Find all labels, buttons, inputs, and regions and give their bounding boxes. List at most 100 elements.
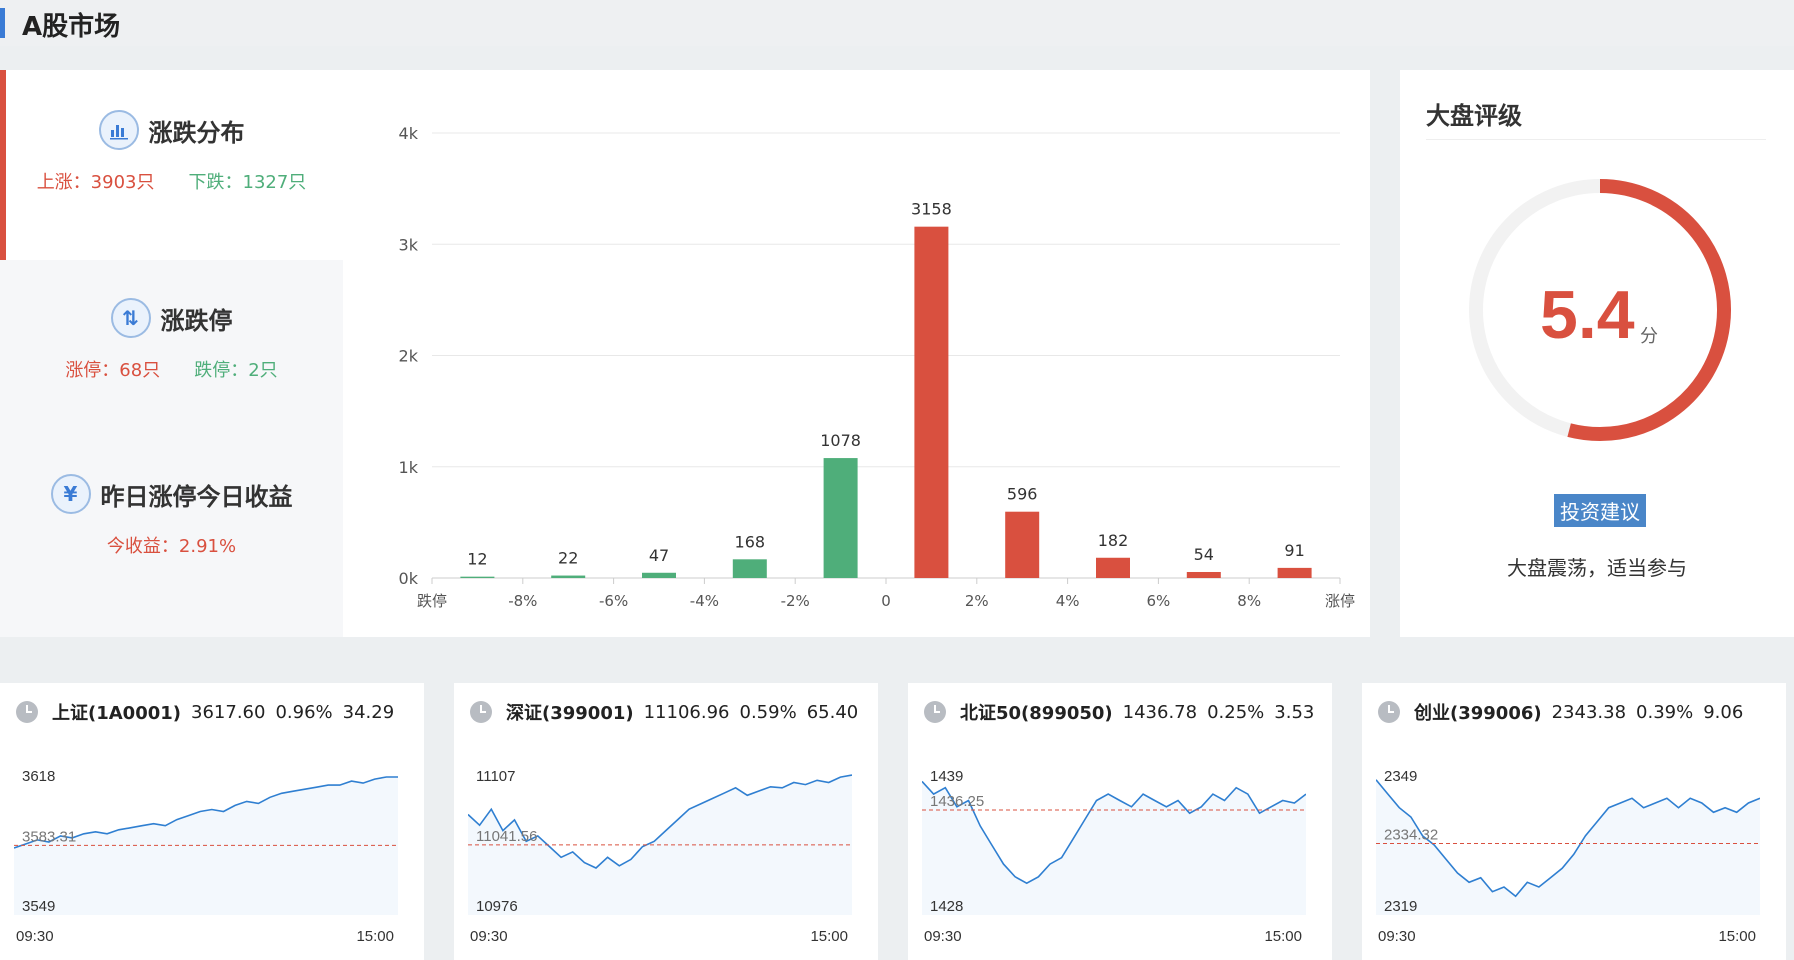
- time-end-label: 15:00: [1264, 928, 1302, 945]
- bar-chart-icon: [98, 110, 139, 150]
- x-tick-label: 0: [881, 592, 891, 610]
- distribution-bar-chart: 0k 1k 2k 3k 4k 跌停 -8% -6% -4% -2% 0 2% 4% 6% 8% 涨停 12 22 4…: [399, 124, 1355, 610]
- index-line-chart: 2349 2334.32 2319 09:30 15:00: [1376, 768, 1760, 945]
- time-end-label: 15:00: [1718, 928, 1756, 945]
- bar-value-label: 596: [1007, 485, 1038, 504]
- y-tick-label: 0k: [399, 569, 419, 588]
- distribution-title: 涨跌分布: [148, 118, 245, 147]
- index-line-chart: 1439 1436.25 1428 09:30 15:00: [922, 768, 1306, 945]
- price-line: [1376, 779, 1760, 898]
- index-card[interactable]: 上证(1A0001) 3617.60 0.96% 34.29 3618 3583.31 35…: [0, 683, 424, 960]
- bar-value-label: 22: [558, 549, 578, 568]
- page-title: A股市场: [22, 12, 121, 42]
- clock-icon: [1378, 701, 1400, 723]
- divider: [1426, 139, 1766, 140]
- y-tick-label: 2k: [399, 347, 419, 366]
- advice-badge[interactable]: 投资建议: [1554, 494, 1646, 527]
- stat-tab-distribution[interactable]: 涨跌分布 上涨：3903只 下跌：1327只: [0, 70, 343, 260]
- bar[interactable]: [642, 572, 676, 578]
- index-price: 3617.60: [191, 701, 266, 723]
- clock-icon: [16, 701, 38, 723]
- bar[interactable]: [914, 226, 949, 579]
- bar[interactable]: [1005, 511, 1040, 578]
- bar[interactable]: [551, 575, 586, 578]
- bar-value-label: 182: [1098, 531, 1129, 550]
- bar[interactable]: [1186, 571, 1221, 578]
- base-label: 1436.25: [930, 793, 984, 810]
- down-count: 下跌：1327只: [188, 172, 307, 193]
- stats-column: 涨跌分布 上涨：3903只 下跌：1327只 ⇅ 涨跌停 涨停：68只 跌停：2…: [0, 70, 343, 637]
- bar-value-label: 47: [649, 546, 669, 565]
- rating-score: 5.4: [1540, 277, 1635, 353]
- y-max-label: 2349: [1384, 768, 1417, 785]
- index-change: 3.53: [1274, 701, 1315, 723]
- bar-value-label: 3158: [911, 200, 952, 219]
- index-change: 34.29: [342, 701, 395, 723]
- y-min-label: 2319: [1384, 898, 1417, 915]
- area-fill: [1376, 779, 1760, 915]
- time-start-label: 09:30: [16, 928, 54, 945]
- active-tab-indicator: [0, 70, 6, 260]
- x-tick-label: -4%: [690, 592, 719, 610]
- rating-title: 大盘评级: [1426, 102, 1522, 130]
- x-tick-label: -8%: [508, 592, 537, 610]
- bar[interactable]: [732, 559, 767, 578]
- index-price: 1436.78: [1122, 701, 1198, 723]
- stat-tab-group: ⇅ 涨跌停 涨停：68只 跌停：2只 ¥ 昨日涨停今日收益 今收益：2.91%: [0, 260, 343, 637]
- price-line: [922, 780, 1306, 885]
- index-change: 65.40: [806, 701, 859, 723]
- x-tick-label: -2%: [781, 592, 810, 610]
- market-overview-panel: 涨跌分布 上涨：3903只 下跌：1327只 ⇅ 涨跌停 涨停：68只 跌停：2…: [0, 70, 1370, 637]
- up-down-arrows-icon: ⇅: [110, 298, 151, 338]
- yesterday-title: 昨日涨停今日收益: [100, 482, 293, 511]
- up-count: 上涨：3903只: [36, 172, 155, 193]
- bar-value-label: 1078: [820, 431, 861, 450]
- area-fill: [14, 777, 398, 915]
- index-name: 深证(399001): [506, 703, 634, 724]
- index-card[interactable]: 深证(399001) 11106.96 0.59% 65.40 11107 11041.5…: [454, 683, 878, 960]
- gauge-progress: [1567, 179, 1731, 441]
- advice-text: 大盘震荡，适当参与: [1507, 556, 1687, 580]
- rating-gauge: [1469, 179, 1731, 441]
- index-pct: 0.96%: [275, 701, 333, 723]
- base-label: 2334.32: [1384, 827, 1438, 844]
- index-card[interactable]: 北证50(899050) 1436.78 0.25% 3.53 1439 1436.25 1…: [908, 683, 1332, 960]
- price-line: [14, 776, 398, 849]
- index-name: 上证(1A0001): [52, 703, 182, 724]
- index-line-chart: 11107 11041.56 10976 09:30 15:00: [468, 768, 852, 945]
- bar[interactable]: [1096, 557, 1130, 578]
- time-start-label: 09:30: [470, 928, 508, 945]
- area-fill: [922, 781, 1306, 915]
- index-pct: 0.39%: [1636, 701, 1694, 723]
- rating-unit: 分: [1640, 326, 1658, 347]
- base-label: 3583.31: [22, 828, 76, 845]
- y-max-label: 1439: [930, 768, 963, 785]
- x-tick-label: 涨停: [1325, 592, 1355, 610]
- limits-title: 涨跌停: [160, 306, 233, 335]
- bar[interactable]: [823, 458, 858, 578]
- index-price: 2343.38: [1551, 701, 1627, 723]
- x-tick-label: -6%: [599, 592, 628, 610]
- stat-tab-limits[interactable]: ⇅ 涨跌停 涨停：68只 跌停：2只: [0, 260, 343, 430]
- x-tick-label: 2%: [965, 592, 989, 610]
- bar-value-label: 12: [467, 550, 487, 569]
- index-card[interactable]: 创业(399006) 2343.38 0.39% 9.06 2349 2334.32 231…: [1362, 683, 1786, 960]
- base-label: 11041.56: [476, 828, 537, 845]
- y-max-label: 11107: [476, 768, 516, 785]
- stat-tab-yesterday[interactable]: ¥ 昨日涨停今日收益 今收益：2.91%: [0, 450, 343, 620]
- limit-down-count: 跌停：2只: [194, 360, 278, 381]
- time-end-label: 15:00: [356, 928, 394, 945]
- clock-icon: [470, 701, 492, 723]
- yen-icon: ¥: [50, 474, 91, 514]
- bar-value-label: 91: [1284, 541, 1304, 560]
- index-name: 创业(399006): [1414, 703, 1542, 724]
- index-change: 9.06: [1703, 701, 1744, 723]
- y-max-label: 3618: [22, 768, 55, 785]
- bar[interactable]: [460, 576, 495, 578]
- bar-value-label: 168: [735, 532, 766, 551]
- x-tick-label: 4%: [1056, 592, 1080, 610]
- y-tick-label: 3k: [399, 235, 419, 254]
- x-tick-label: 6%: [1147, 592, 1171, 610]
- bar[interactable]: [1277, 567, 1312, 578]
- limit-up-count: 涨停：68只: [65, 360, 161, 381]
